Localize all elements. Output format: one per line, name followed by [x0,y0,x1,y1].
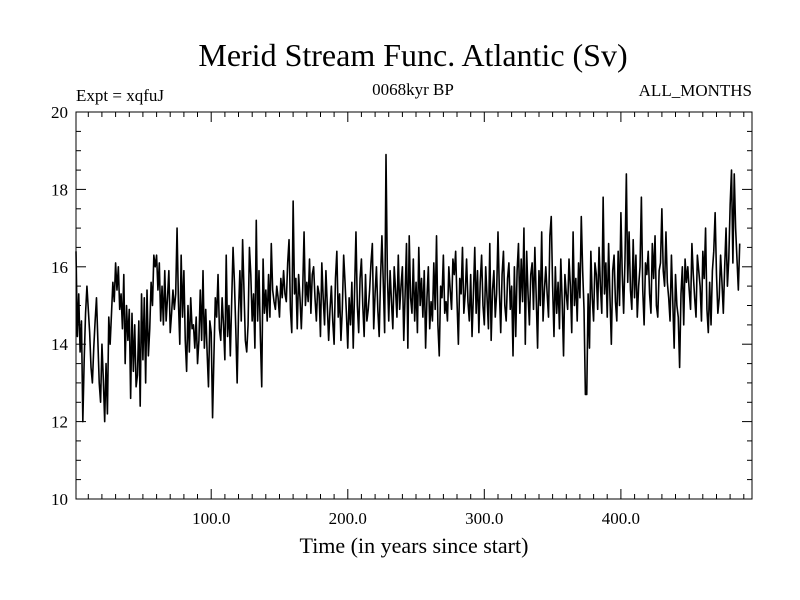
y-tick-label: 10 [51,490,68,509]
data-series [75,153,741,423]
x-tick-label: 400.0 [602,509,640,528]
months-label: ALL_MONTHS [639,81,752,100]
chart-title: Merid Stream Func. Atlantic (Sv) [198,37,627,73]
x-tick-label: 300.0 [465,509,503,528]
x-axis-label: Time (in years since start) [300,533,529,558]
axis-tick-labels: 10 12 14 16 18 20 100.0 200.0 300.0 400.0 [51,103,640,528]
y-tick-label: 20 [51,103,68,122]
experiment-label: Expt = xqfuJ [76,86,164,105]
period-label: 0068kyr BP [372,80,454,99]
x-tick-label: 200.0 [329,509,367,528]
y-tick-label: 16 [51,258,68,277]
y-tick-label: 18 [51,180,68,199]
plot-frame [75,111,753,500]
x-tick-label: 100.0 [192,509,230,528]
y-tick-label: 14 [51,335,69,354]
y-tick-label: 12 [51,413,68,432]
series-line [75,153,741,423]
axis-ticks [76,111,752,500]
